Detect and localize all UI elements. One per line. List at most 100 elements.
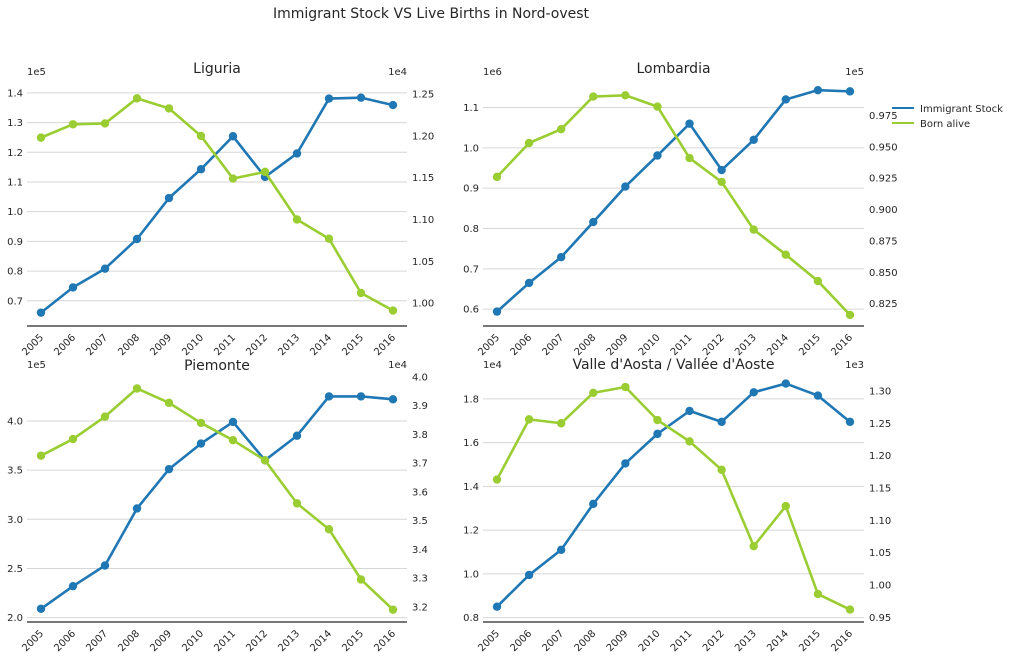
left-tick-label: 1.1	[463, 103, 479, 114]
data-point-immigrant-stock	[132, 504, 142, 513]
right-axis-offset: 1e4	[388, 67, 407, 78]
x-tick-label: 2012	[244, 628, 270, 654]
x-tick-label: 2016	[829, 332, 855, 358]
right-tick-label: 1.25	[412, 90, 434, 101]
right-tick-label: 1.15	[869, 483, 891, 494]
data-point-immigrant-stock	[556, 252, 566, 262]
right-tick-label: 0.825	[869, 299, 898, 310]
series-line-immigrant-stock	[40, 395, 394, 610]
data-point-immigrant-stock	[717, 165, 726, 175]
right-tick-label: 0.875	[869, 236, 898, 247]
data-point-immigrant-stock	[781, 379, 791, 388]
series-line-born-alive	[496, 93, 851, 316]
x-tick-label: 2014	[765, 628, 791, 654]
right-axis-offset: 1e4	[388, 360, 407, 371]
right-tick-label: 0.900	[869, 205, 898, 216]
left-tick-label: 1.4	[463, 482, 479, 493]
right-tick-label: 1.00	[412, 299, 434, 310]
x-tick-label: 2013	[733, 332, 759, 358]
series-line-born-alive	[495, 385, 851, 611]
data-point-born-alive	[653, 102, 662, 111]
x-tick-label: 2015	[797, 332, 823, 358]
left-tick-label: 0.6	[463, 305, 479, 316]
left-tick-label: 2.5	[7, 564, 23, 575]
x-tick-label: 2009	[148, 628, 174, 654]
right-tick-label: 1.10	[412, 215, 434, 226]
right-tick-label: 0.850	[869, 268, 898, 279]
x-tick-label: 2016	[372, 332, 398, 358]
left-tick-label: 4.0	[7, 416, 23, 427]
series-line-immigrant-stock	[496, 88, 851, 313]
x-tick-label: 2006	[52, 628, 78, 654]
left-tick-label: 0.7	[7, 296, 23, 307]
x-tick-label: 2008	[116, 332, 142, 358]
data-point-born-alive	[621, 91, 630, 100]
right-tick-label: 3.3	[412, 574, 428, 585]
right-tick-label: 1.20	[869, 451, 891, 462]
right-tick-label: 0.950	[869, 142, 898, 153]
x-tick-label: 2005	[20, 628, 46, 654]
left-tick-label: 3.5	[7, 466, 23, 477]
left-tick-label: 3.0	[7, 515, 23, 526]
data-point-born-alive	[845, 310, 855, 320]
data-point-immigrant-stock	[813, 85, 823, 95]
data-point-immigrant-stock	[685, 406, 694, 416]
data-point-born-alive	[292, 215, 302, 224]
x-tick-label: 2012	[244, 332, 270, 358]
x-tick-label: 2008	[573, 332, 599, 358]
data-point-born-alive	[324, 525, 334, 534]
x-tick-label: 2006	[52, 332, 78, 358]
series-line-born-alive	[40, 387, 394, 611]
data-point-born-alive	[388, 306, 398, 315]
data-point-immigrant-stock	[132, 234, 142, 244]
x-tick-label: 2011	[212, 332, 238, 358]
x-tick-label: 2010	[180, 628, 206, 654]
data-point-immigrant-stock	[653, 429, 662, 439]
x-tick-label: 2013	[276, 332, 302, 358]
legend-label-born-alive: Born alive	[920, 119, 970, 130]
data-point-immigrant-stock	[228, 417, 238, 427]
data-point-born-alive	[749, 541, 758, 551]
right-tick-label: 3.7	[412, 459, 428, 470]
data-point-immigrant-stock	[356, 93, 366, 102]
data-point-born-alive	[356, 288, 366, 298]
data-point-immigrant-stock	[68, 283, 78, 292]
x-tick-label: 2007	[84, 332, 110, 358]
data-point-born-alive	[845, 605, 855, 614]
x-tick-label: 2007	[541, 628, 567, 654]
data-point-born-alive	[556, 124, 566, 134]
x-tick-label: 2011	[669, 628, 695, 654]
data-point-immigrant-stock	[196, 165, 206, 174]
data-point-immigrant-stock	[524, 278, 534, 288]
x-tick-label: 2009	[148, 332, 174, 358]
left-tick-label: 1.3	[7, 118, 23, 129]
x-tick-label: 2006	[508, 332, 534, 358]
data-point-immigrant-stock	[492, 307, 502, 316]
x-tick-label: 2010	[637, 332, 663, 358]
right-tick-label: 3.8	[412, 430, 428, 441]
data-point-born-alive	[781, 250, 791, 259]
data-point-born-alive	[260, 167, 270, 177]
data-point-born-alive	[717, 465, 726, 475]
data-point-born-alive	[196, 131, 206, 141]
data-point-immigrant-stock	[164, 193, 174, 203]
right-tick-label: 1.00	[869, 580, 891, 591]
data-point-immigrant-stock	[100, 264, 110, 273]
left-tick-label: 0.9	[463, 184, 479, 195]
data-point-born-alive	[749, 225, 758, 234]
data-point-immigrant-stock	[589, 217, 598, 227]
right-tick-label: 1.15	[412, 173, 434, 184]
data-point-born-alive	[685, 437, 694, 446]
x-tick-label: 2005	[20, 332, 46, 358]
x-tick-label: 2005	[476, 628, 502, 654]
panel-title: Liguria	[193, 61, 241, 77]
x-tick-label: 2007	[541, 332, 567, 358]
right-tick-label: 3.9	[412, 401, 428, 412]
x-tick-label: 2016	[372, 628, 398, 654]
legend: Immigrant Stock Born alive	[892, 104, 1003, 130]
right-tick-label: 3.6	[412, 487, 428, 498]
data-point-immigrant-stock	[492, 602, 502, 611]
left-tick-label: 0.8	[463, 613, 479, 624]
data-point-immigrant-stock	[589, 499, 598, 509]
panel-title: Valle d'Aosta / Vallée d'Aoste	[572, 357, 774, 373]
